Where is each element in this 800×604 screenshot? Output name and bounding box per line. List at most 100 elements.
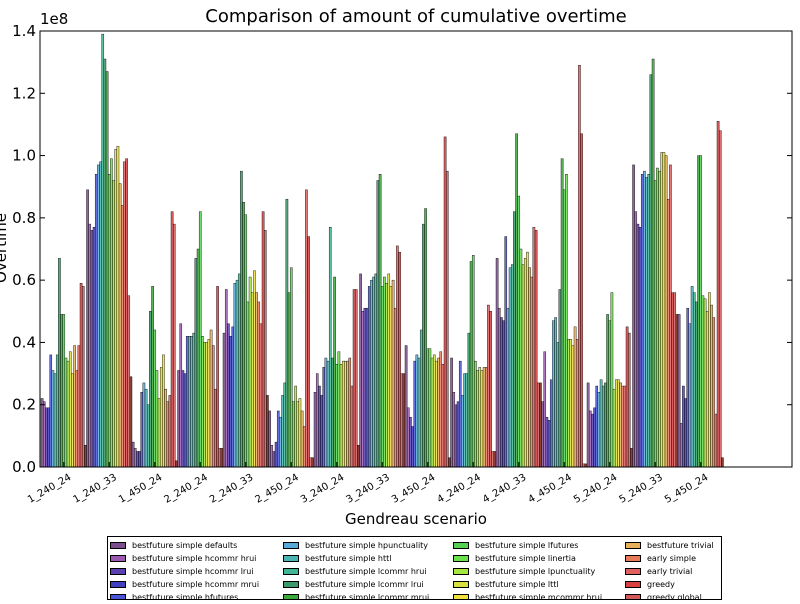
bar	[662, 152, 666, 468]
bar	[62, 314, 66, 468]
bar	[86, 189, 89, 468]
bar	[136, 451, 139, 468]
bar	[705, 311, 709, 468]
bar	[422, 223, 425, 468]
bar	[569, 339, 573, 468]
bar	[138, 451, 141, 468]
bar	[439, 351, 443, 468]
bar	[562, 189, 566, 468]
legend-label: bestfuture simple hcommr lrui	[132, 567, 254, 576]
bar	[560, 158, 564, 468]
bar	[638, 226, 642, 468]
bar	[504, 236, 508, 468]
bar	[593, 407, 596, 468]
bar	[623, 385, 627, 468]
bar	[73, 345, 76, 468]
bar	[645, 177, 648, 468]
bar	[398, 251, 401, 468]
bar	[614, 379, 618, 468]
bar	[190, 336, 193, 468]
bar	[478, 367, 482, 468]
bar	[556, 342, 560, 468]
bar	[695, 301, 698, 468]
bar	[198, 211, 202, 468]
bar	[218, 448, 222, 468]
bar	[309, 457, 313, 468]
bar	[684, 398, 687, 468]
bar	[630, 448, 633, 468]
bar	[545, 416, 549, 468]
bar	[131, 441, 135, 468]
bar	[417, 357, 421, 468]
bar	[363, 307, 367, 468]
x-axis-label: Gendreau scenario	[345, 510, 487, 528]
bar	[177, 370, 180, 468]
bar	[112, 180, 115, 468]
bar	[608, 320, 612, 468]
bar	[149, 311, 152, 468]
bar	[541, 401, 544, 468]
bar	[103, 58, 107, 468]
bar	[261, 211, 265, 468]
legend-label: bestfuture simple hcommr hrui	[132, 554, 257, 563]
bar	[47, 407, 50, 468]
legend-item: bestfuture simple httl	[283, 552, 429, 565]
bar	[242, 202, 245, 468]
bar	[409, 416, 412, 468]
bar	[359, 273, 362, 468]
bar	[526, 251, 529, 468]
bar	[497, 307, 501, 468]
bar	[337, 351, 341, 468]
legend-item: bestfuture simple lfutures	[453, 539, 602, 552]
bar	[610, 292, 614, 468]
bar	[402, 373, 406, 468]
bar	[536, 382, 540, 468]
legend-item: early trivial	[625, 565, 714, 578]
bar	[237, 273, 241, 468]
bar	[673, 292, 677, 468]
bar	[68, 351, 72, 468]
bar	[571, 345, 575, 468]
bar	[107, 174, 111, 468]
bar	[450, 357, 453, 468]
bar	[58, 258, 61, 468]
bar	[81, 286, 85, 468]
legend-item: bestfuture simple linertia	[453, 552, 602, 565]
bar	[211, 345, 215, 468]
bar	[445, 170, 449, 468]
bar	[79, 283, 83, 468]
bar	[118, 183, 122, 468]
bar	[224, 289, 228, 468]
bar	[604, 382, 607, 468]
bar	[77, 345, 81, 468]
bar	[534, 230, 538, 468]
bar	[523, 258, 527, 468]
bar	[558, 289, 562, 468]
bar	[653, 180, 657, 468]
bar	[120, 205, 124, 468]
bar	[209, 329, 213, 468]
bar	[166, 401, 170, 468]
bar	[677, 314, 681, 468]
bar	[188, 336, 191, 468]
bar	[552, 320, 555, 468]
legend-swatch	[625, 581, 641, 588]
y-tick-label: 0.4	[12, 333, 36, 351]
bar	[339, 364, 343, 468]
bar	[374, 273, 378, 468]
legend-item: bestfuture simple defaults	[110, 539, 259, 552]
legend-item: greedy global	[625, 591, 714, 599]
bar	[207, 339, 211, 468]
bar	[326, 360, 330, 468]
bar	[220, 448, 224, 468]
bar	[322, 367, 326, 468]
bar	[554, 317, 557, 468]
bar	[703, 298, 707, 468]
bar	[701, 295, 705, 468]
bar	[270, 445, 274, 468]
x-tick-label: 3_240_33	[345, 472, 392, 506]
legend-swatch	[283, 594, 299, 599]
bar	[333, 276, 336, 468]
legend-item: bestfuture simple hfutures	[110, 591, 259, 599]
